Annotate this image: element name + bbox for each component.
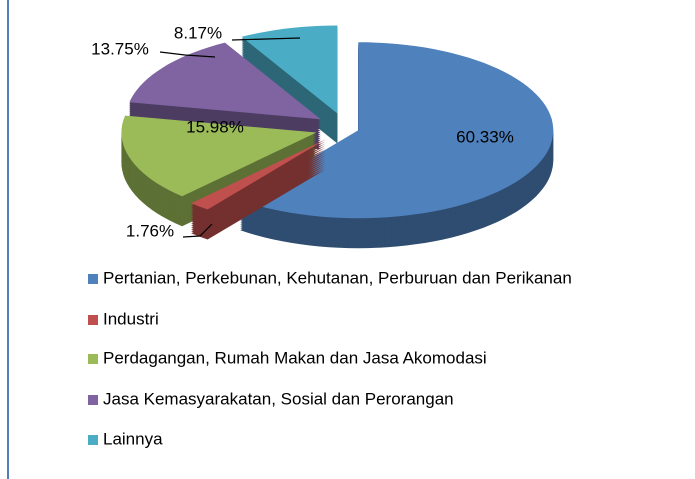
pie-slice xyxy=(191,139,326,240)
data-label: 15.98% xyxy=(186,117,244,136)
slice-top xyxy=(191,139,326,210)
slice-top xyxy=(241,25,338,114)
pie-slice xyxy=(241,25,338,144)
legend-label: Pertanian, Perkebunan, Kehutanan, Perbur… xyxy=(103,268,572,287)
slice-top xyxy=(129,42,321,120)
data-label: 60.33% xyxy=(456,127,514,146)
legend-label: Perdagangan, Rumah Makan dan Jasa Akomod… xyxy=(103,348,487,367)
legend-swatch xyxy=(88,435,98,445)
leader-line xyxy=(159,51,216,58)
data-label: 13.75% xyxy=(91,39,149,58)
legend-swatch xyxy=(88,354,98,364)
pie-slice xyxy=(121,115,317,227)
legend-label: Jasa Kemasyarakatan, Sosial dan Perorang… xyxy=(103,389,454,408)
legend-label: Industri xyxy=(103,309,159,328)
pie-slice xyxy=(240,42,554,249)
legend-label: Lainnya xyxy=(103,429,163,448)
legend-swatch xyxy=(88,315,98,325)
legend-swatch xyxy=(88,274,98,284)
slice-top xyxy=(240,42,554,219)
data-label: 8.17% xyxy=(174,23,222,42)
leader-line xyxy=(231,37,301,41)
leader-line xyxy=(182,223,213,238)
slice-top xyxy=(121,115,317,197)
legend-swatch xyxy=(88,395,98,405)
data-label: 1.76% xyxy=(126,221,174,240)
